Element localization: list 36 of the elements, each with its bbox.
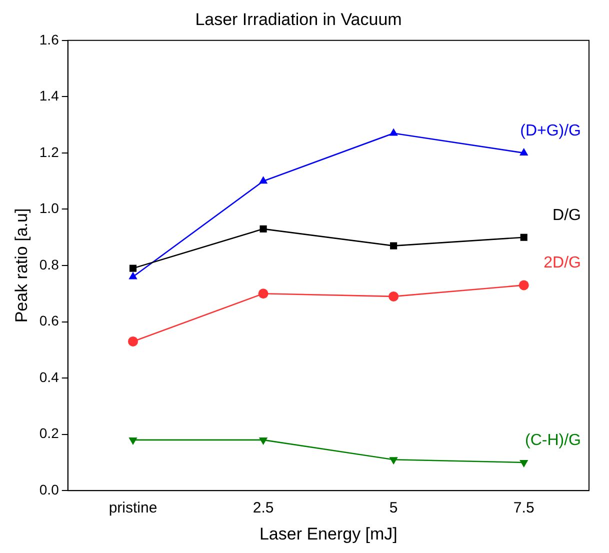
series-label: 2D/G [544,254,581,272]
x-axis-title: Laser Energy [mJ] [259,524,398,544]
point [258,176,268,184]
point [260,225,267,232]
point [128,272,138,280]
y-tick-label: 0.2 [39,425,60,442]
point [389,457,398,465]
point [258,288,268,299]
point [520,234,528,241]
y-tick-label: 1.0 [39,200,60,216]
point [518,280,529,290]
point [129,264,137,272]
x-tick-label: pristine [108,500,158,517]
point [390,242,398,250]
y-axis-title: Peak ratio [a.u] [12,208,31,323]
point [520,460,528,468]
chart-title: Laser Irradiation in Vacuum [195,10,402,29]
y-tick-label: 1.4 [39,88,60,104]
point [258,437,268,445]
x-tick-label: 2.5 [252,500,274,517]
point [520,148,528,156]
x-tick-label: 7.5 [513,500,534,517]
point [389,128,398,136]
y-tick-label: 0.4 [39,368,60,385]
y-tick-label: 0.8 [39,256,60,272]
y-tick-label: 0.6 [39,312,60,329]
point [388,291,399,302]
point [128,437,138,445]
y-tick-label: 1.6 [39,31,60,48]
x-tick-label: 5 [389,500,398,517]
y-tick-label: 0.0 [39,481,60,498]
series-label: (C-H)/G [525,432,581,449]
series-label: D/G [552,206,581,224]
point [128,336,138,346]
series-label: (D+G)/G [520,122,581,140]
y-tick-label: 1.2 [39,144,60,160]
